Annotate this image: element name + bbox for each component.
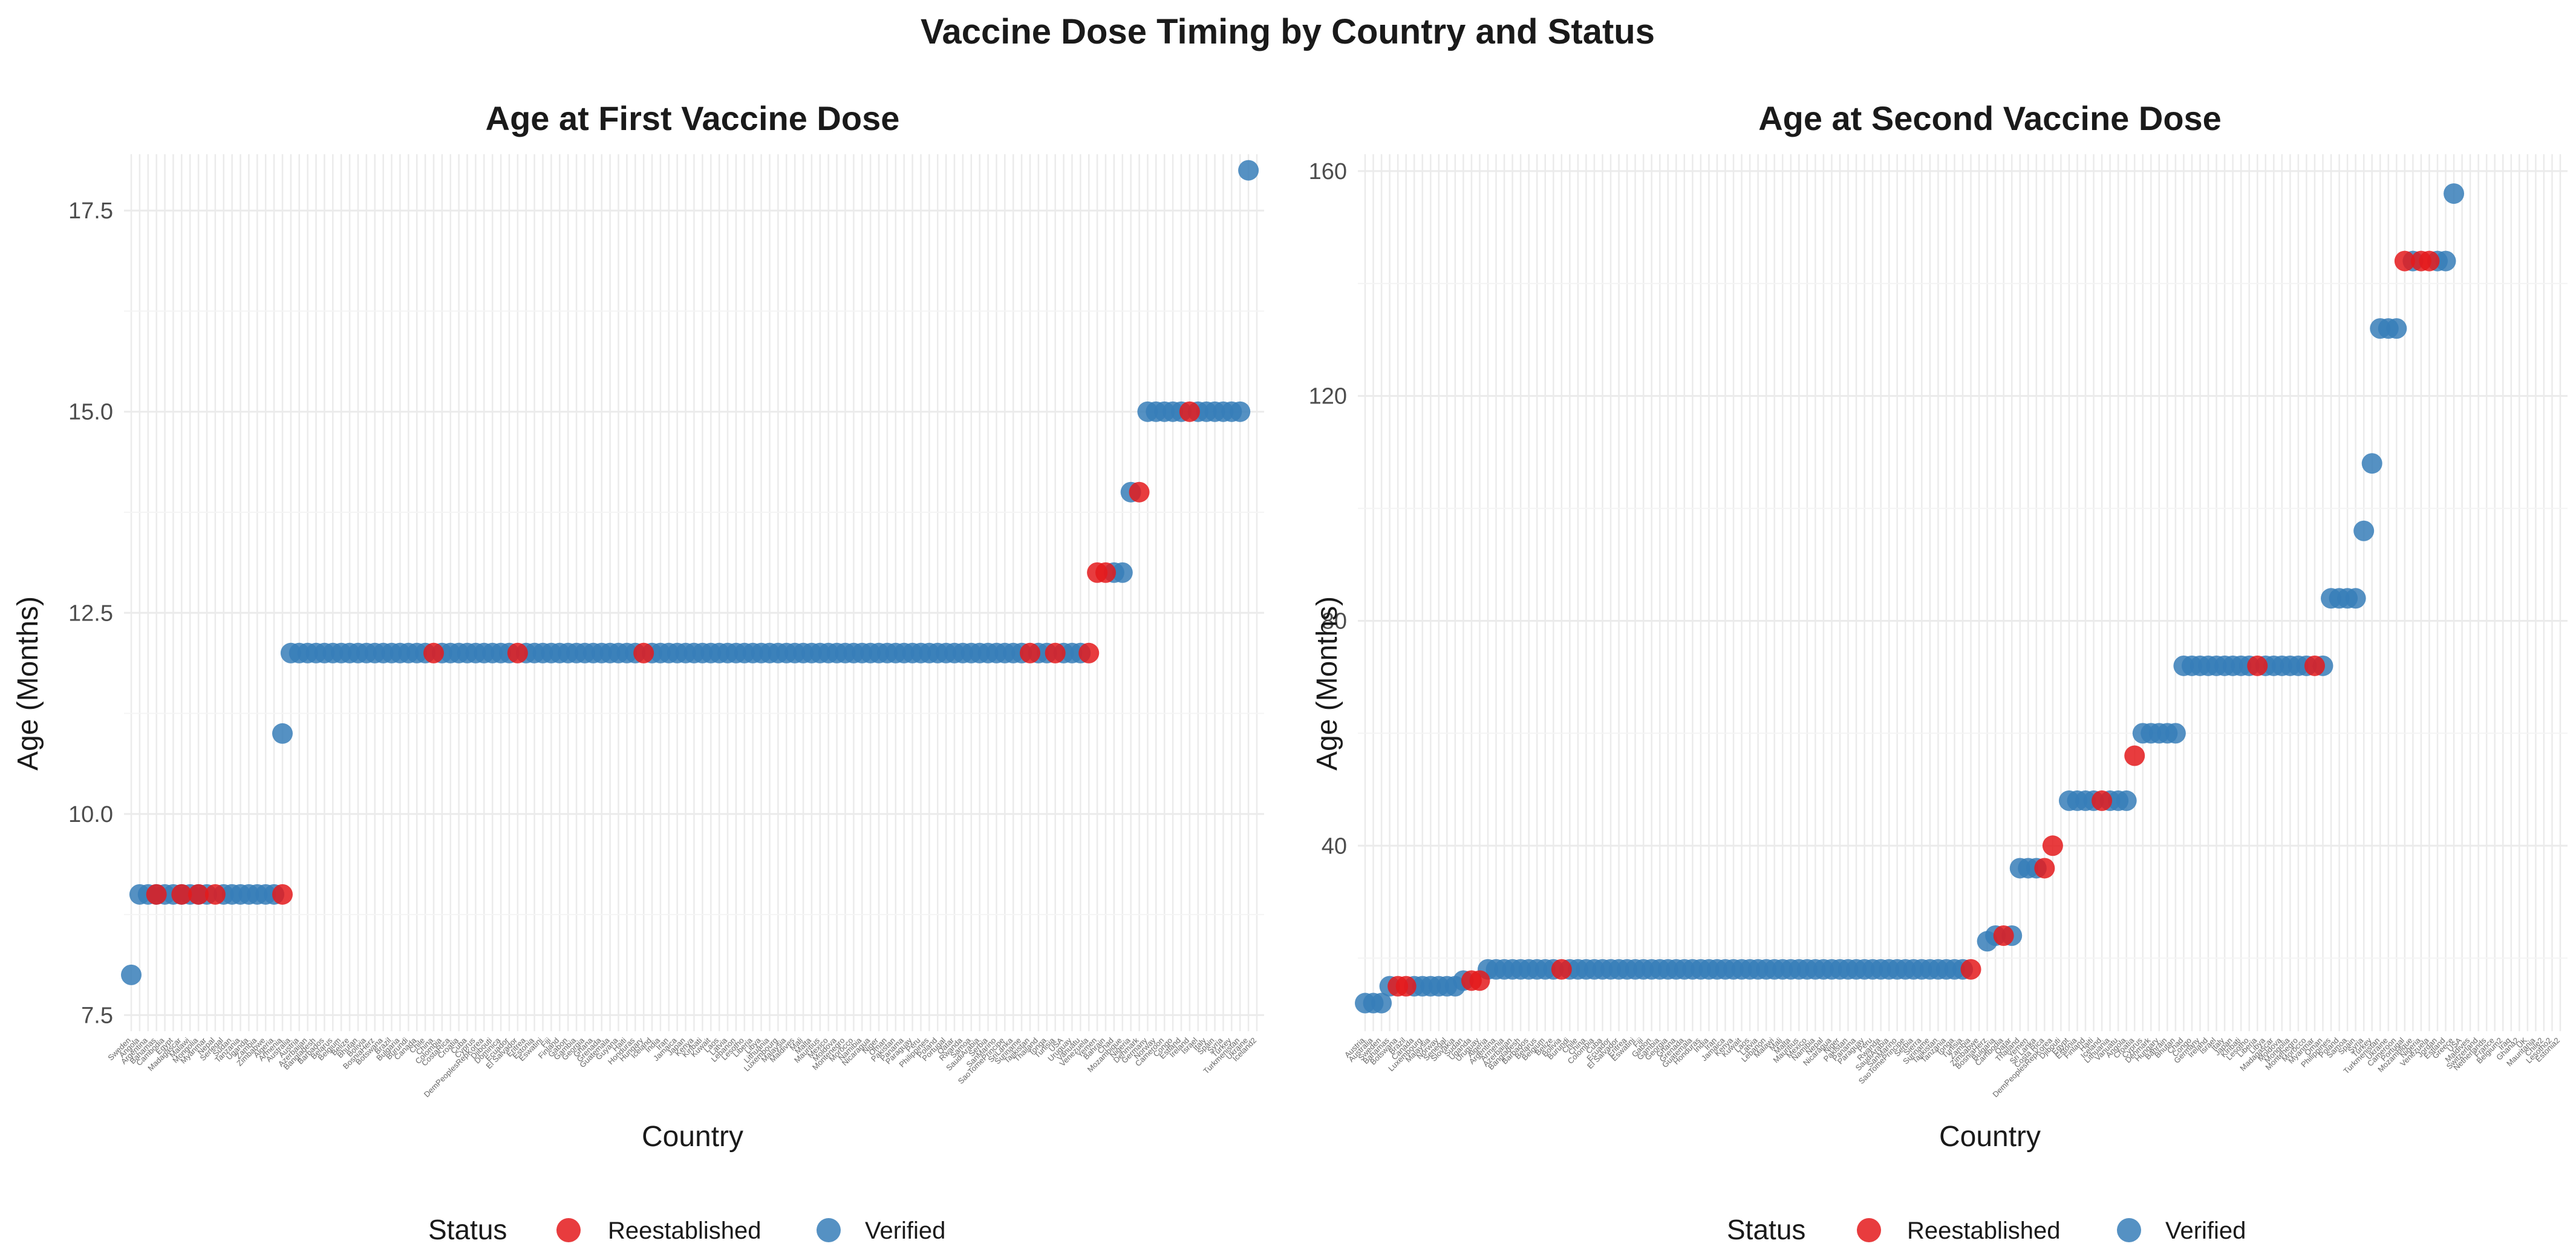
point-reestablished bbox=[1179, 401, 1200, 422]
y-tick-label: 40 bbox=[1322, 833, 1347, 859]
point-verified bbox=[2386, 318, 2407, 339]
point-reestablished bbox=[1469, 970, 1490, 991]
point-verified bbox=[1230, 401, 1251, 422]
panel-first-dose: Age at First Vaccine Dose 7.5 10.0 12.5 15.… bbox=[12, 99, 1264, 1245]
point-reestablished bbox=[1551, 959, 1572, 980]
point-reestablished bbox=[423, 642, 444, 663]
point-reestablished bbox=[1045, 642, 1066, 663]
point-reestablished bbox=[1993, 925, 2014, 946]
point-verified bbox=[1238, 160, 1259, 181]
point-reestablished bbox=[1129, 481, 1150, 503]
y-tick-label: 160 bbox=[1309, 159, 1347, 184]
point-verified bbox=[2165, 723, 2186, 744]
point-reestablished bbox=[1395, 976, 1417, 997]
legend: Status Reestablished Verified bbox=[428, 1214, 945, 1245]
point-reestablished bbox=[507, 642, 528, 663]
point-verified bbox=[2444, 183, 2465, 204]
y-tick-labels: 7.5 10.0 12.5 15.0 17.5 bbox=[68, 198, 113, 1028]
point-verified bbox=[272, 723, 293, 744]
point-reestablished bbox=[1960, 959, 1981, 980]
y-tick-label: 7.5 bbox=[81, 1003, 113, 1028]
point-reestablished bbox=[272, 884, 293, 905]
grid bbox=[124, 154, 1264, 1031]
point-reestablished bbox=[2042, 835, 2063, 856]
grid bbox=[1358, 154, 2568, 1031]
figure-title: Vaccine Dose Timing by Country and Statu… bbox=[921, 12, 1655, 51]
y-axis-label: Age (Months) bbox=[12, 596, 44, 771]
point-reestablished bbox=[171, 884, 192, 905]
panel-title: Age at First Vaccine Dose bbox=[486, 99, 900, 137]
legend-label-reestablished: Reestablished bbox=[1907, 1217, 2061, 1244]
y-tick-label: 12.5 bbox=[68, 601, 113, 626]
point-reestablished bbox=[1020, 642, 1041, 663]
legend-title: Status bbox=[1727, 1214, 1805, 1245]
legend-marker-reestablished bbox=[556, 1218, 581, 1242]
y-tick-label: 17.5 bbox=[68, 198, 113, 224]
y-tick-label: 15.0 bbox=[68, 400, 113, 425]
point-verified bbox=[2353, 520, 2375, 541]
legend-marker-verified bbox=[2117, 1218, 2141, 1242]
point-verified bbox=[1371, 992, 1392, 1014]
x-tick-labels: SwedenAngolaArgentinaBahamasCambodiaEgyp… bbox=[106, 1035, 1258, 1099]
data-points bbox=[121, 160, 1259, 985]
point-reestablished bbox=[2092, 790, 2113, 811]
point-reestablished bbox=[1078, 642, 1100, 663]
point-reestablished bbox=[2247, 655, 2268, 676]
panel-title: Age at Second Vaccine Dose bbox=[1758, 99, 2222, 137]
x-axis-label: Country bbox=[642, 1121, 743, 1153]
point-verified bbox=[121, 964, 142, 985]
y-tick-label: 80 bbox=[1322, 608, 1347, 634]
point-verified bbox=[2435, 250, 2456, 272]
point-reestablished bbox=[2419, 250, 2440, 272]
legend-marker-reestablished bbox=[1857, 1218, 1881, 1242]
point-verified bbox=[2345, 588, 2366, 609]
point-verified bbox=[2116, 790, 2137, 811]
y-axis-label: Age (Months) bbox=[1311, 596, 1343, 771]
x-axis-label: Country bbox=[1939, 1121, 2041, 1153]
legend-marker-verified bbox=[817, 1218, 841, 1242]
legend-label-verified: Verified bbox=[865, 1217, 945, 1244]
point-verified bbox=[2361, 453, 2382, 474]
legend-label-verified: Verified bbox=[2165, 1217, 2246, 1244]
y-tick-label: 120 bbox=[1309, 384, 1347, 409]
point-reestablished bbox=[2124, 745, 2145, 766]
point-reestablished bbox=[188, 884, 209, 905]
legend-title: Status bbox=[428, 1214, 507, 1245]
legend-label-reestablished: Reestablished bbox=[608, 1217, 761, 1244]
point-verified bbox=[1112, 562, 1133, 583]
legend: Status Reestablished Verified bbox=[1727, 1214, 2246, 1245]
point-reestablished bbox=[146, 884, 167, 905]
panel-second-dose: Age at Second Vaccine Dose 40 80 120 160 Au… bbox=[1309, 99, 2568, 1245]
point-reestablished bbox=[1095, 562, 1117, 583]
point-reestablished bbox=[2394, 250, 2415, 272]
y-tick-labels: 40 80 120 160 bbox=[1309, 159, 1347, 859]
point-reestablished bbox=[204, 884, 226, 905]
point-reestablished bbox=[2034, 858, 2055, 879]
y-tick-label: 10.0 bbox=[68, 802, 113, 827]
point-reestablished bbox=[633, 642, 654, 663]
point-reestablished bbox=[2304, 655, 2325, 676]
data-points bbox=[1355, 183, 2465, 1014]
x-tick-labels: AustriaAustraliaSwedenBahamasBotswanaBra… bbox=[1343, 1035, 2561, 1099]
